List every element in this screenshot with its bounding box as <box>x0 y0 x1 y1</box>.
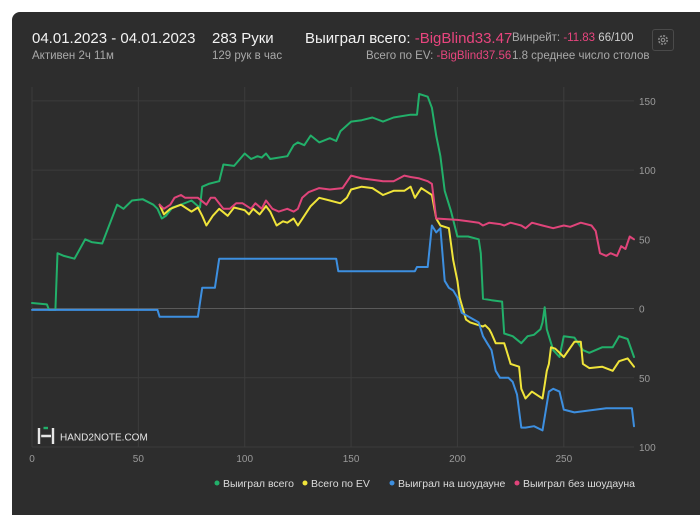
ev-total-label: Всего по EV: <box>366 50 434 62</box>
legend-label: Всего по EV <box>311 478 370 490</box>
legend-label: Выиграл без шоудауна <box>523 478 635 490</box>
legend-label: Выиграл всего <box>223 478 294 490</box>
y-tick-label: 150 <box>639 97 656 108</box>
x-tick-label: 0 <box>29 454 35 465</box>
ticks: 0 50 100 150 200 250 150 100 50 0 50 100 <box>29 97 656 465</box>
gear-icon <box>658 35 668 45</box>
winrate-label: Винрейт: <box>512 32 561 44</box>
legend-marker <box>514 480 520 486</box>
ev-total: Всего по EV: -BigBlind37.56 <box>366 50 511 62</box>
x-tick-label: 100 <box>236 454 253 465</box>
winrate-value: -11.83 <box>563 32 596 44</box>
y-tick-label: 100 <box>639 166 656 177</box>
legend-marker <box>302 480 308 486</box>
avg-tables: 1.8 среднее число столов <box>512 50 650 62</box>
grid <box>31 87 634 448</box>
legend-label: Выиграл на шоудауне <box>398 478 505 490</box>
series-line-2 <box>158 185 635 400</box>
watermark-logo <box>37 428 55 444</box>
series <box>31 92 635 432</box>
legend-marker <box>389 480 395 486</box>
active-time: Активен 2ч 11м <box>32 50 114 62</box>
winrate-ratio: 66/100 <box>598 32 634 44</box>
hands-count: 283 Руки <box>212 30 274 47</box>
y-tick-label: 50 <box>639 374 651 385</box>
watermark-text: HAND2NOTE.COM <box>60 433 148 444</box>
x-tick-label: 200 <box>449 454 466 465</box>
series-line-4 <box>158 174 635 257</box>
series-line-1 <box>31 92 635 358</box>
hands-per-hour: 129 рук в час <box>212 50 283 62</box>
watermark: HAND2NOTE.COM <box>37 426 148 444</box>
y-tick-label: 0 <box>639 305 645 316</box>
legend: Выиграл всего Всего по EV Выиграл на шоуда… <box>214 478 636 490</box>
ev-total-value: -BigBlind37.56 <box>436 50 512 62</box>
series-line-3 <box>31 224 635 432</box>
x-tick-label: 250 <box>555 454 572 465</box>
won-total: Выиграл всего: -BigBlind33.47 <box>305 30 512 47</box>
date-range: 04.01.2023 - 04.01.2023 <box>32 30 196 47</box>
legend-item-2[interactable]: Всего по EV <box>302 478 370 490</box>
legend-item-3[interactable]: Выиграл на шоудауне <box>389 478 506 490</box>
y-tick-label: 100 <box>639 443 656 454</box>
legend-item-1[interactable]: Выиграл всего <box>214 478 295 490</box>
legend-marker <box>214 480 220 486</box>
settings-button[interactable] <box>652 29 674 51</box>
winrate: Винрейт: -11.83 66/100 <box>512 32 633 44</box>
y-tick-label: 50 <box>639 235 651 246</box>
legend-item-4[interactable]: Выиграл без шоудауна <box>514 478 636 490</box>
won-total-value: -BigBlind33.47 <box>414 30 513 47</box>
x-tick-label: 150 <box>343 454 360 465</box>
chart: 0 50 100 150 200 250 150 100 50 0 50 100 HAND2NOTE.… <box>29 87 656 490</box>
statistics-panel: 04.01.2023 - 04.01.2023 Активен 2ч 11м 2… <box>12 12 700 515</box>
won-total-label: Выиграл всего: <box>305 30 411 47</box>
x-tick-label: 50 <box>133 454 145 465</box>
